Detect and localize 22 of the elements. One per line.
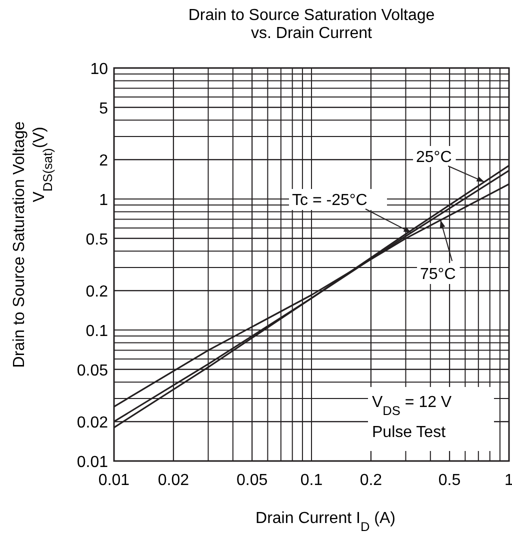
- y-tick-label: 0.1: [86, 323, 108, 340]
- y-tick-label: 2: [99, 152, 108, 170]
- y-tick-label: 1: [99, 192, 108, 209]
- annotation: Pulse Test: [372, 424, 446, 441]
- y-tick-label: 0.5: [86, 231, 108, 248]
- y-tick-label: 0.01: [76, 454, 108, 471]
- y-tick-label: 10: [90, 61, 108, 78]
- series-label: 25°C: [416, 149, 452, 166]
- chart-title: Drain to Source Saturation Voltage vs. Drain Current: [188, 7, 435, 42]
- y-tick-label: 0.02: [76, 414, 108, 432]
- y-tick-label: 0.2: [86, 284, 108, 301]
- x-tick-label: 0.5: [438, 472, 461, 489]
- annotation: V$_{DS}$ = 12 V: [372, 394, 452, 418]
- series-label: 75°C: [420, 266, 456, 283]
- y-tick-label: 0.05: [76, 362, 108, 380]
- x-tick-label: 0.02: [158, 472, 190, 489]
- text: Tc = -25°C: [292, 192, 368, 209]
- y-tick-label: 5: [99, 100, 108, 118]
- x-tick-label: 0.2: [360, 472, 382, 489]
- x-axis-title: Drain Current I$_{D}$ (A): [256, 510, 396, 534]
- x-tick-label: 0.05: [236, 472, 268, 489]
- x-tick-label: 0.1: [300, 472, 323, 489]
